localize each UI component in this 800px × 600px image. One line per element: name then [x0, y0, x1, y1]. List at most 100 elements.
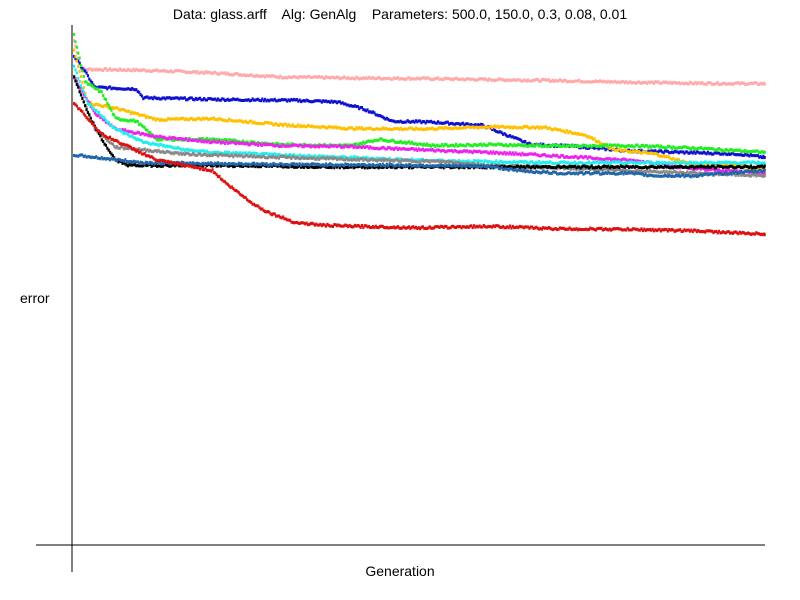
data-point: [489, 160, 492, 164]
data-point: [443, 121, 447, 125]
data-point: [742, 171, 746, 175]
data-point: [320, 154, 323, 158]
data-point: [381, 77, 384, 81]
data-point: [85, 155, 88, 159]
data-point: [432, 164, 436, 168]
data-point: [486, 143, 490, 147]
data-point: [702, 162, 705, 166]
data-point: [178, 164, 181, 168]
data-point: [315, 125, 318, 129]
data-point: [374, 138, 377, 142]
data-point: [257, 97, 260, 101]
data-point: [603, 161, 606, 165]
data-point: [558, 161, 561, 165]
data-point: [363, 166, 366, 170]
data-point: [270, 98, 274, 102]
data-point: [147, 162, 150, 166]
data-point: [369, 163, 372, 167]
data-point: [164, 118, 167, 122]
data-point: [117, 157, 120, 161]
data-point: [615, 168, 618, 172]
data-point: [609, 148, 613, 152]
data-point: [313, 143, 317, 147]
data-point: [515, 160, 519, 164]
data-point: [252, 142, 256, 146]
data-point: [309, 143, 312, 147]
data-point: [139, 68, 142, 72]
data-point: [139, 160, 142, 164]
data-point: [174, 151, 177, 155]
data-point: [395, 225, 398, 229]
data-point: [371, 163, 375, 167]
data-point: [319, 75, 322, 79]
data-point: [662, 153, 665, 157]
data-point: [500, 225, 503, 229]
data-point: [99, 157, 102, 161]
data-point: [198, 138, 202, 142]
data-point: [124, 146, 127, 150]
data-point: [679, 228, 682, 232]
data-point: [450, 127, 454, 131]
data-point: [248, 200, 251, 204]
data-point: [419, 127, 422, 131]
data-point: [294, 125, 297, 129]
data-point: [578, 165, 581, 169]
data-point: [639, 172, 642, 176]
data-point: [186, 118, 189, 122]
data-point: [571, 161, 574, 165]
data-point: [320, 75, 323, 79]
data-point: [167, 161, 170, 165]
data-point: [532, 161, 535, 165]
data-point: [118, 118, 121, 122]
data-point: [502, 78, 505, 82]
data-point: [322, 156, 325, 160]
data-point: [329, 165, 332, 169]
data-point: [639, 151, 642, 155]
data-point: [453, 225, 456, 229]
data-point: [720, 160, 723, 164]
data-point: [665, 80, 668, 84]
data-point: [331, 225, 335, 229]
data-point: [144, 154, 148, 158]
data-point: [644, 172, 647, 176]
data-point: [154, 68, 157, 72]
data-point: [705, 168, 708, 172]
data-point: [280, 98, 283, 102]
data-point: [468, 143, 472, 147]
data-point: [124, 109, 127, 113]
data-point: [329, 143, 332, 147]
data-point: [293, 143, 296, 147]
data-point: [306, 154, 310, 158]
data-point: [356, 165, 359, 169]
data-point: [431, 164, 434, 168]
data-point: [384, 117, 387, 121]
data-point: [139, 113, 142, 117]
data-point: [161, 158, 164, 162]
data-point: [229, 118, 232, 122]
data-point: [409, 147, 412, 151]
data-point: [234, 119, 238, 123]
data-point: [589, 165, 592, 169]
data-point: [655, 166, 658, 170]
data-point: [421, 225, 424, 229]
data-point: [378, 76, 382, 80]
data-point: [724, 152, 728, 156]
data-point: [248, 141, 251, 145]
data-point: [247, 162, 250, 166]
data-point: [681, 145, 685, 149]
data-point: [597, 147, 600, 151]
data-point: [502, 152, 505, 156]
data-point: [704, 160, 707, 164]
data-point: [286, 165, 289, 169]
data-point: [644, 165, 647, 169]
data-point: [241, 194, 245, 198]
data-point: [284, 217, 287, 221]
data-point: [723, 172, 726, 176]
y-axis-label: error: [20, 290, 50, 306]
data-point: [567, 155, 570, 159]
data-point: [381, 162, 384, 166]
data-point: [118, 146, 121, 150]
data-point: [113, 139, 116, 143]
data-point: [171, 117, 174, 121]
data-point: [442, 148, 445, 152]
